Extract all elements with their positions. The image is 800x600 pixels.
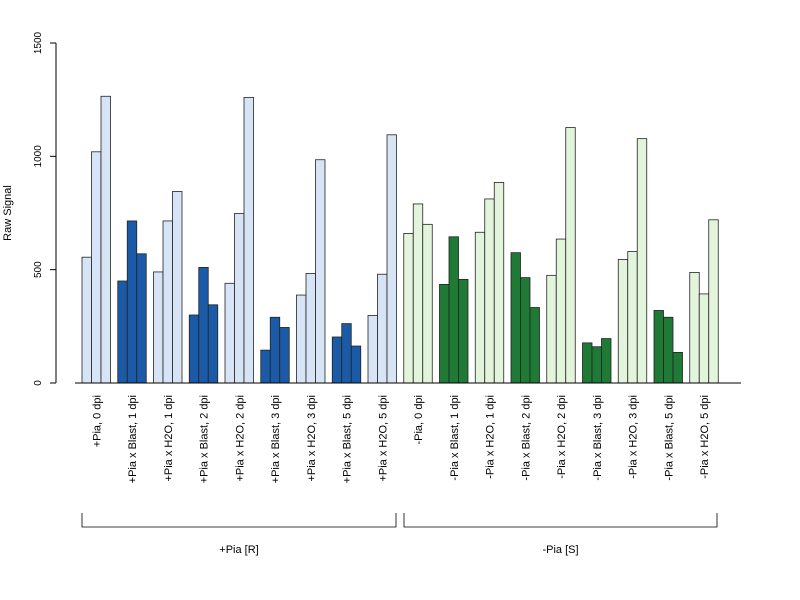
- bar: [403, 232, 414, 384]
- category-label: -Pia x H2O, 1 dpi: [485, 395, 497, 479]
- category-label: +Pia x Blast, 5 dpi: [342, 395, 354, 483]
- bars: [81, 95, 719, 384]
- bar: [663, 316, 674, 384]
- category-label: +Pia x Blast, 2 dpi: [199, 395, 211, 483]
- category-label: -Pia x H2O, 2 dpi: [556, 395, 568, 479]
- bar: [172, 191, 183, 384]
- bar: [305, 273, 316, 384]
- bar: [529, 307, 540, 384]
- bar: [224, 282, 235, 384]
- category-label: -Pia, 0 dpi: [413, 395, 425, 445]
- bar: [81, 256, 92, 384]
- bar: [367, 315, 378, 384]
- bar: [188, 314, 200, 384]
- category-label: +Pia x H2O, 1 dpi: [163, 395, 175, 482]
- group-label: -Pia [S]: [542, 544, 578, 556]
- category-label: +Pia x H2O, 3 dpi: [306, 395, 318, 482]
- bar: [627, 251, 638, 384]
- y-tick-label: 1500: [33, 31, 44, 54]
- bar: [689, 271, 700, 384]
- bar: [484, 198, 495, 384]
- bar: [296, 294, 307, 384]
- group-brackets: +Pia [R] -Pia [S]: [81, 513, 718, 556]
- bar: [672, 351, 683, 384]
- bar: [91, 151, 102, 384]
- category-label: +Pia x Blast, 1 dpi: [127, 395, 139, 483]
- category-label: -Pia x Blast, 2 dpi: [520, 395, 532, 481]
- category-label: +Pia x Blast, 3 dpi: [270, 395, 282, 483]
- bar: [520, 277, 531, 384]
- bar: [546, 274, 557, 384]
- category-labels: +Pia, 0 dpi +Pia x Blast, 1 dpi +Pia x H2O…: [91, 395, 711, 483]
- bar: [117, 280, 128, 384]
- y-tick-label: 0: [33, 380, 44, 386]
- bar: [315, 159, 326, 384]
- bar: [617, 259, 629, 384]
- y-axis-title: Raw Signal: [2, 185, 14, 241]
- bar: [243, 97, 254, 384]
- category-label: -Pia x H2O, 3 dpi: [628, 395, 640, 479]
- bar: [422, 223, 433, 384]
- bar: [653, 310, 664, 384]
- bar: [279, 327, 290, 384]
- group-bracket: [403, 513, 718, 528]
- bar: [582, 342, 593, 384]
- bar: [698, 293, 710, 384]
- bar: [331, 336, 343, 384]
- category-label: +Pia x H2O, 5 dpi: [377, 395, 389, 482]
- bar: [162, 220, 173, 384]
- bar: [493, 181, 505, 384]
- bar: [458, 279, 469, 384]
- y-tick-label: 1000: [33, 145, 44, 168]
- bar: [269, 316, 281, 384]
- category-label: -Pia x Blast, 1 dpi: [449, 395, 461, 481]
- group-bracket: [81, 513, 397, 528]
- bar: [448, 236, 459, 384]
- bar: [100, 95, 111, 384]
- bar: [377, 273, 388, 384]
- bar: [234, 213, 245, 384]
- bar: [474, 231, 486, 384]
- bar: [510, 252, 521, 384]
- category-label: -Pia x Blast, 5 dpi: [663, 395, 675, 481]
- bar: [636, 138, 648, 384]
- bar: [601, 338, 612, 384]
- y-axis: 0 500 1000 1500: [33, 31, 57, 386]
- bar: [153, 271, 164, 384]
- bar: [412, 203, 424, 384]
- bar: [350, 345, 362, 384]
- bar: [555, 238, 567, 384]
- bar: [198, 266, 209, 384]
- bar: [136, 253, 147, 384]
- group-label: +Pia [R]: [219, 544, 258, 556]
- bar: [565, 127, 576, 384]
- category-label: -Pia x Blast, 3 dpi: [592, 395, 604, 481]
- bar: [386, 134, 397, 384]
- category-label: +Pia, 0 dpi: [91, 395, 103, 447]
- bar: [207, 304, 219, 384]
- bar: [439, 283, 450, 384]
- bar: [126, 220, 138, 384]
- category-label: -Pia x H2O, 5 dpi: [699, 395, 711, 479]
- bar: [708, 219, 719, 384]
- bar: [591, 346, 602, 384]
- y-tick-label: 500: [33, 261, 44, 278]
- bar: [260, 349, 271, 384]
- bar: [341, 323, 352, 384]
- category-label: +Pia x H2O, 2 dpi: [234, 395, 246, 482]
